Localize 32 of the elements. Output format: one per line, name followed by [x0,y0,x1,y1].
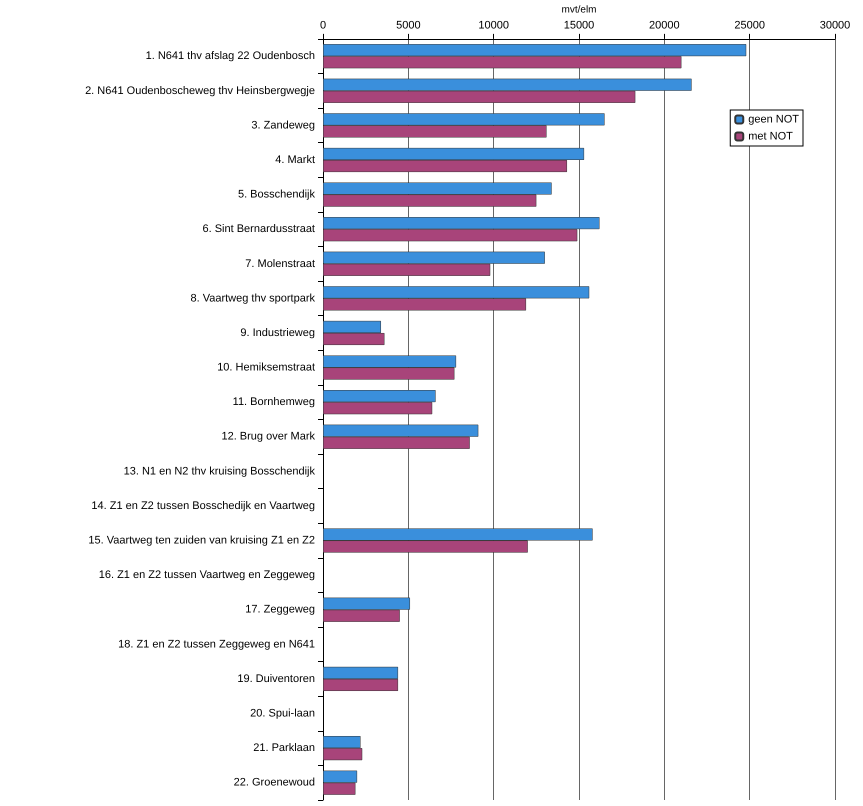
y-tick-label: 4. Markt [275,154,315,166]
x-tick-label: 5000 [396,19,421,32]
y-tick-label: 21. Parklaan [253,742,315,754]
y-tick-label: 22. Groenewoud [234,776,315,789]
legend-label: met NOT [748,130,794,142]
x-tick-label: 20000 [649,19,680,32]
x-tick-label: 0 [320,19,326,32]
legend-label: geen NOT [748,114,800,126]
y-tick-label: 12. Brug over Mark [221,430,316,443]
y-tick-label: 20. Spui-laan [250,708,315,720]
x-tick-label: 25000 [734,19,765,32]
y-tick-label: 9. Industrieweg [240,326,315,339]
y-tick-label: 13. N1 en N2 thv kruising Bosschendijk [124,465,316,478]
y-tick-label: 18. Z1 en Z2 tussen Zeggeweg en N641 [118,638,315,650]
x-tick-label: 15000 [564,19,594,32]
x-axis-title: mvt/elm [562,4,596,16]
y-tick-label: 8. Vaartweg thv sportpark [190,292,316,304]
y-tick-label: 10. Hemiksemstraat [217,362,315,374]
y-tick-label: 7. Molenstraat [245,258,315,270]
y-tick-label: 16. Z1 en Z2 tussen Vaartweg en Zeggeweg [98,569,315,582]
y-tick-label: 1. N641 thv afslag 22 Oudenbosch [146,50,315,62]
y-tick-label: 14. Z1 en Z2 tussen Bosschedijk en Vaartweg [91,500,315,512]
y-tick-label: 6. Sint Bernardusstraat [202,223,315,236]
y-tick-label: 19. Duiventoren [237,672,315,685]
y-tick-label: 17. Zeggeweg [245,604,315,616]
y-tick-label: 3. Zandeweg [251,119,315,132]
y-tick-label: 15. Vaartweg ten zuiden van kruising Z1 en Z2 [88,534,315,547]
x-tick-label: 10000 [478,19,509,32]
x-tick-label: 30000 [820,19,850,32]
y-tick-label: 5. Bosschendijk [238,188,316,201]
y-tick-label: 11. Bornhemweg [232,396,315,408]
y-tick-label: 2. N641 Oudenboscheweg thv Heinsbergwegje [85,84,315,97]
